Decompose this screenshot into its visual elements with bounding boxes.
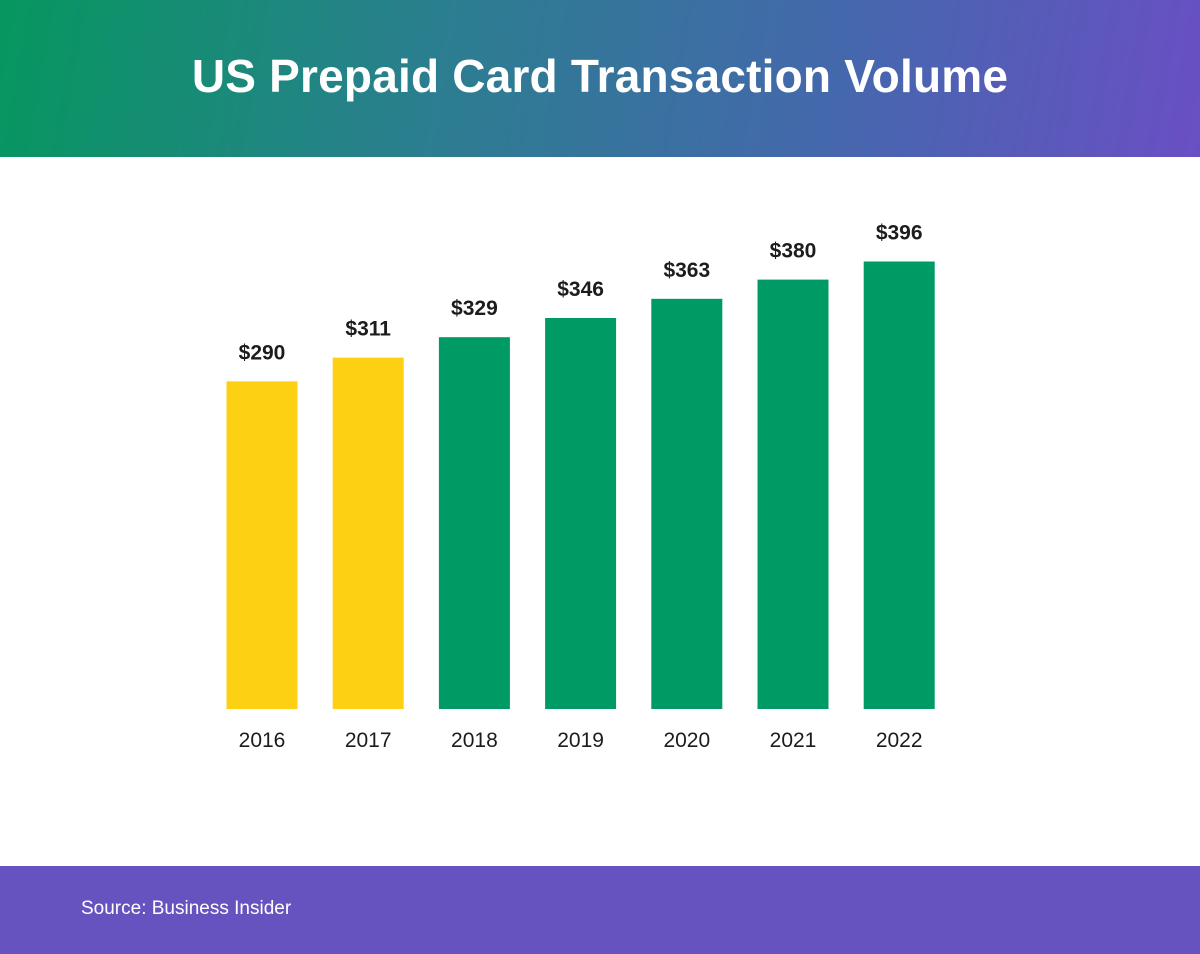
data-label-2016: $290 <box>239 341 286 364</box>
data-label-2017: $311 <box>345 318 391 341</box>
header-banner: US Prepaid Card Transaction Volume <box>0 0 1200 157</box>
bar-2016 <box>226 381 298 709</box>
source-note: Source: Business Insider <box>81 898 292 919</box>
bar-2017 <box>332 357 404 709</box>
footer-banner: Source: Business Insider <box>0 866 1200 954</box>
bar-2018 <box>438 337 510 709</box>
bar-2020 <box>651 298 723 709</box>
x-tick-label-2018: 2018 <box>451 729 498 752</box>
data-label-2018: $329 <box>451 297 498 320</box>
bar-chart: $290 2016 $311 2017 $329 2018 $346 2019 $363 2020… <box>0 157 1200 866</box>
x-tick-label-2017: 2017 <box>345 729 392 752</box>
data-label-2019: $346 <box>557 278 604 301</box>
data-label-2021: $380 <box>770 240 817 263</box>
data-label-2022: $396 <box>876 222 923 245</box>
bar-2019 <box>545 318 617 709</box>
chart-title: US Prepaid Card Transaction Volume <box>191 49 1009 102</box>
bar-2021 <box>757 279 829 709</box>
data-label-2020: $363 <box>663 259 710 282</box>
bar-chart-svg: $290 2016 $311 2017 $329 2018 $346 2019 $363 2020… <box>226 222 935 752</box>
bar-2022 <box>863 261 935 709</box>
x-tick-label-2020: 2020 <box>663 729 710 752</box>
x-tick-label-2016: 2016 <box>239 729 286 752</box>
x-tick-label-2019: 2019 <box>557 729 604 752</box>
x-tick-label-2021: 2021 <box>770 729 817 752</box>
x-tick-label-2022: 2022 <box>876 729 923 752</box>
